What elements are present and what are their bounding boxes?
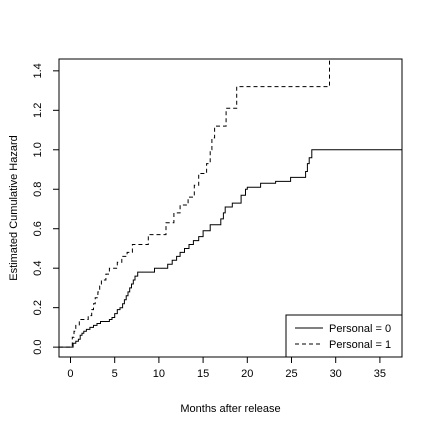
x-tick-label: 30 xyxy=(330,368,342,380)
x-axis-label: Months after release xyxy=(180,403,280,415)
y-tick-label: 0.6 xyxy=(32,221,44,236)
x-tick-label: 5 xyxy=(112,368,118,380)
series-layer xyxy=(59,59,402,348)
series-line-personal-1 xyxy=(59,59,330,348)
legend: Personal = 0 Personal = 1 xyxy=(285,314,403,358)
y-tick-label: 1.0 xyxy=(32,142,44,157)
series-line-personal-0 xyxy=(59,149,402,348)
legend-label: Personal = 1 xyxy=(329,339,391,351)
x-axis: 0 5 10 15 20 25 30 35 xyxy=(67,357,386,380)
y-tick-label: 0.0 xyxy=(32,339,44,354)
x-tick-label: 0 xyxy=(67,368,73,380)
y-tick-label: 1.4 xyxy=(32,63,44,78)
x-tick-label: 20 xyxy=(241,368,253,380)
legend-label: Personal = 0 xyxy=(329,323,391,335)
legend-box xyxy=(285,314,403,358)
y-axis-label: Estimated Cumulative Hazard xyxy=(8,135,20,281)
x-tick-label: 15 xyxy=(197,368,209,380)
x-tick-label: 10 xyxy=(153,368,165,380)
x-tick-label: 25 xyxy=(285,368,297,380)
y-axis: 0.0 0.2 0.4 0.6 0.8 1.0 1.2 1.4 xyxy=(32,63,59,355)
y-tick-label: 0.4 xyxy=(32,261,44,276)
y-tick-label: 0.2 xyxy=(32,300,44,315)
y-tick-label: 1.2 xyxy=(32,103,44,118)
y-tick-label: 0.8 xyxy=(32,182,44,197)
x-tick-label: 35 xyxy=(374,368,386,380)
plot-frame xyxy=(58,58,403,358)
